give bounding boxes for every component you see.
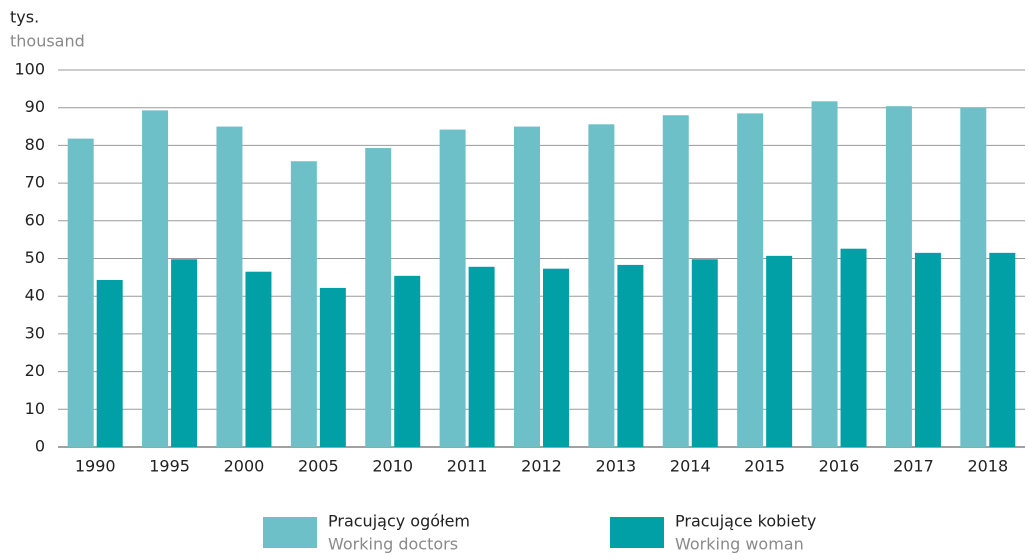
legend-label: Pracujący ogółem	[328, 512, 470, 531]
bar	[67, 138, 94, 447]
bar	[216, 126, 243, 448]
bar	[691, 259, 718, 447]
legend-label: Pracujące kobiety	[675, 512, 816, 531]
y-tick-label: 90	[25, 97, 45, 116]
y-axis-label-en: thousand	[10, 32, 85, 51]
bar	[617, 264, 644, 447]
bar	[543, 268, 569, 447]
x-tick-label: 2011	[447, 457, 488, 476]
bar	[142, 110, 169, 448]
x-tick-label: 2005	[298, 457, 339, 476]
bar	[245, 271, 272, 447]
bar	[319, 287, 346, 447]
x-tick-label: 2013	[596, 457, 637, 476]
bar	[766, 255, 793, 447]
y-tick-label: 30	[25, 323, 45, 342]
y-tick-label: 10	[25, 399, 45, 418]
bar	[989, 252, 1016, 447]
x-tick-label: 2014	[670, 457, 711, 476]
y-tick-label: 40	[25, 286, 45, 305]
bar	[468, 266, 495, 447]
x-tick-label: 2017	[893, 457, 934, 476]
bar	[811, 101, 838, 447]
legend-swatch	[610, 517, 664, 548]
bar	[885, 106, 912, 447]
bar	[365, 148, 392, 447]
y-tick-label: 70	[25, 173, 45, 192]
bar	[840, 248, 867, 447]
bar	[588, 124, 615, 448]
bar	[737, 113, 764, 447]
y-tick-label: 80	[25, 135, 45, 154]
bar	[290, 161, 317, 447]
bar	[662, 115, 689, 448]
bar	[439, 129, 466, 448]
bar	[394, 275, 421, 447]
x-tick-label: 2012	[521, 457, 562, 476]
y-tick-label: 0	[35, 437, 45, 456]
x-tick-label: 2000	[224, 457, 265, 476]
x-tick-label: 2015	[744, 457, 785, 476]
bar	[514, 126, 540, 448]
legend-label-en: Working doctors	[328, 535, 458, 554]
bar	[914, 252, 941, 447]
x-tick-label: 2010	[372, 457, 413, 476]
x-tick-label: 1995	[149, 457, 190, 476]
y-tick-label: 50	[25, 248, 45, 267]
legend-swatch	[263, 517, 317, 548]
bar	[96, 279, 123, 447]
x-tick-label: 2016	[819, 457, 860, 476]
y-tick-label: 20	[25, 361, 45, 380]
bar	[171, 259, 198, 447]
legend-label-en: Working woman	[675, 535, 804, 554]
x-tick-label: 2018	[967, 457, 1008, 476]
bar	[960, 107, 987, 447]
y-tick-label: 100	[14, 60, 45, 79]
y-axis-label: tys.	[10, 8, 39, 27]
y-tick-label: 60	[25, 210, 45, 229]
x-tick-label: 1990	[75, 457, 116, 476]
